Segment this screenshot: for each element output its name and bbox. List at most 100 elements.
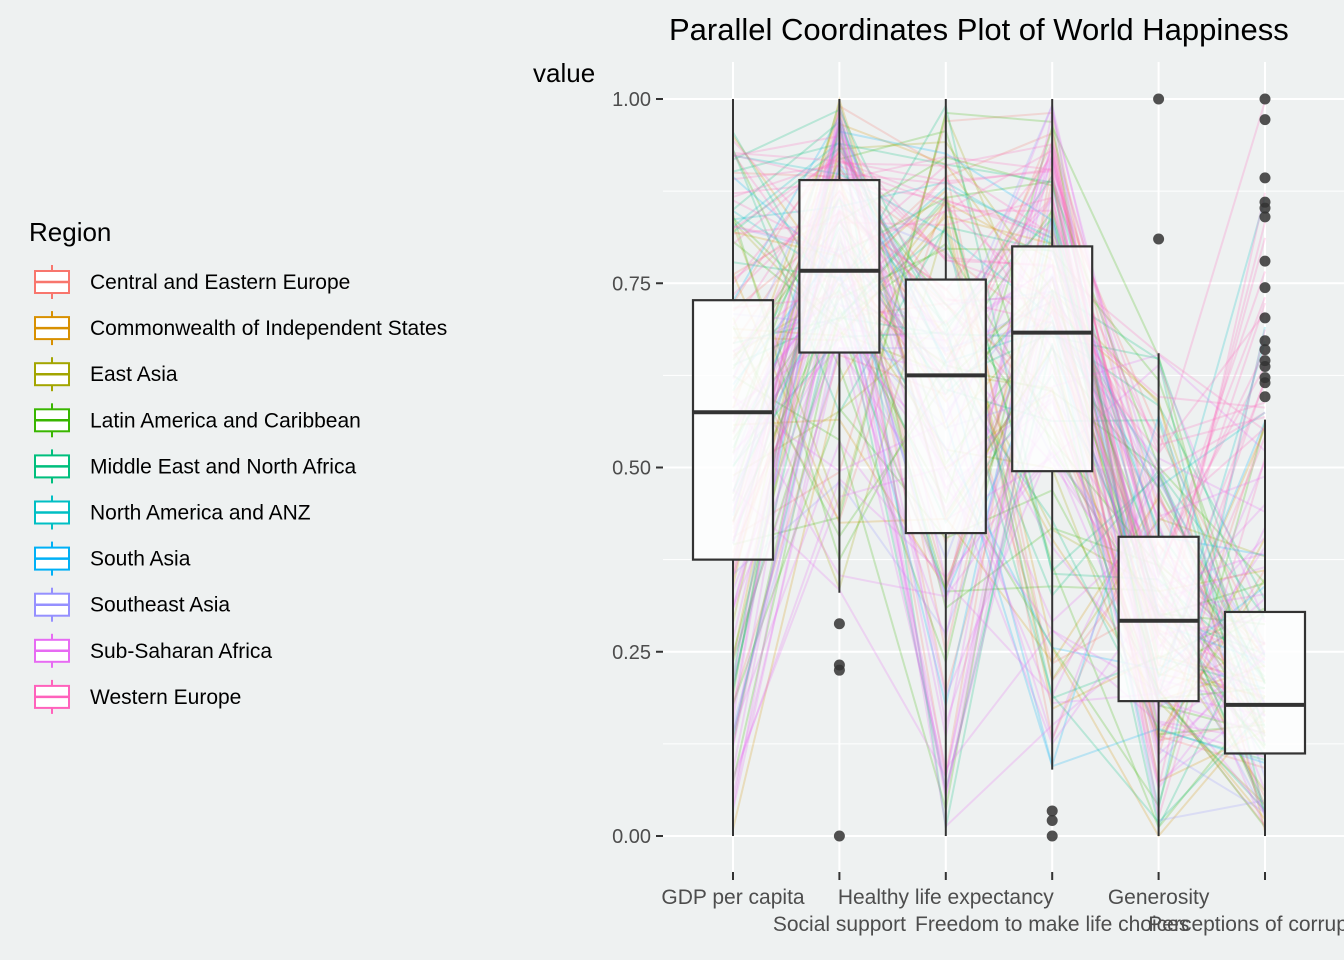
profile-line-37 xyxy=(732,124,1266,783)
profile-line-138 xyxy=(732,160,1266,447)
legend-label: East Asia xyxy=(90,363,178,386)
profile-line-68 xyxy=(732,331,1266,619)
profile-line-86 xyxy=(732,324,1266,778)
boxplots xyxy=(691,93,1307,842)
legend-label: Middle East and North Africa xyxy=(90,455,356,478)
profile-line-25 xyxy=(732,108,1266,664)
legend-item-6: South Asia xyxy=(34,541,191,576)
x-tick-label-2: Healthy life expectancy xyxy=(838,886,1054,909)
legend-item-3: Latin America and Caribbean xyxy=(34,403,361,438)
legend-item-1: Commonwealth of Independent States xyxy=(34,311,447,346)
outlier-point-13 xyxy=(1259,172,1271,184)
outlier-point-12 xyxy=(1259,196,1271,208)
box xyxy=(691,299,775,561)
outlier-point-10 xyxy=(1259,211,1271,223)
profile-line-27 xyxy=(732,273,1266,741)
profile-line-12 xyxy=(732,125,1266,747)
profile-line-46 xyxy=(732,197,1266,830)
legend-item-8: Sub-Saharan Africa xyxy=(34,633,272,668)
boxplot-3 xyxy=(1011,99,1094,842)
legend-label: North America and ANZ xyxy=(90,502,311,525)
x-tick-label-4: Generosity xyxy=(1108,886,1210,909)
legend-item-2: East Asia xyxy=(34,357,178,392)
legend: Region Central and Eastern Europe Commonw… xyxy=(29,217,447,714)
y-axis-label: value xyxy=(533,58,595,88)
box xyxy=(1223,610,1307,755)
outlier-point-8 xyxy=(1259,282,1271,294)
outlier-point-2 xyxy=(833,659,845,671)
legend-item-7: Southeast Asia xyxy=(34,587,230,622)
profile-line-33 xyxy=(732,218,1266,682)
outlier-point-1 xyxy=(1046,815,1058,827)
profile-line-143 xyxy=(732,149,1266,476)
axes: 0.00 0.25 0.50 0.75 1.00 GDP per capita Social… xyxy=(612,89,1344,936)
profile-line-146 xyxy=(732,155,1266,788)
outlier-point-6 xyxy=(1259,335,1271,347)
boxplot-5 xyxy=(1223,93,1307,836)
profile-line-41 xyxy=(732,208,1266,735)
profile-line-95 xyxy=(732,276,1266,778)
profile-line-142 xyxy=(732,135,1266,432)
profile-line-75 xyxy=(732,154,1266,809)
x-tick-label-0: GDP per capita xyxy=(661,886,805,909)
outlier-point-0 xyxy=(1153,233,1165,245)
y-tick-label-3: 0.75 xyxy=(612,273,651,295)
box xyxy=(1011,245,1094,473)
y-tick-label-0: 0.00 xyxy=(612,826,651,848)
boxplot-4 xyxy=(1117,93,1200,836)
outlier-point-0 xyxy=(1046,830,1058,842)
profile-line-135 xyxy=(732,164,1266,409)
chart-title: Parallel Coordinates Plot of World Happi… xyxy=(669,12,1289,47)
legend-label: Central and Eastern Europe xyxy=(90,271,350,294)
outlier-point-2 xyxy=(1046,805,1058,817)
legend-title: Region xyxy=(29,217,111,247)
profile-line-38 xyxy=(732,406,1266,828)
y-tick-label-1: 0.25 xyxy=(612,642,651,664)
outlier-point-5 xyxy=(1259,344,1271,356)
outlier-point-14 xyxy=(1259,114,1271,126)
outlier-point-3 xyxy=(833,618,845,630)
profile-line-118 xyxy=(732,345,1266,796)
outlier-point-0 xyxy=(833,830,845,842)
x-tick-label-1: Social support xyxy=(773,913,906,936)
legend-label: Latin America and Caribbean xyxy=(90,409,361,432)
legend-item-9: Western Europe xyxy=(34,679,241,714)
y-tick-label-2: 0.50 xyxy=(612,458,651,480)
x-tick-label-5: Perceptions of corruption xyxy=(1148,913,1344,936)
profile-line-84 xyxy=(732,101,1266,814)
profile-line-73 xyxy=(732,140,1266,489)
boxplot-0 xyxy=(691,99,775,836)
profile-line-6 xyxy=(732,190,1266,743)
profile-line-82 xyxy=(732,114,1266,768)
legend-label: Southeast Asia xyxy=(90,594,230,617)
outlier-point-4 xyxy=(1259,355,1271,367)
y-tick-label-4: 1.00 xyxy=(612,89,651,111)
outlier-point-2 xyxy=(1259,372,1271,384)
profile-line-144 xyxy=(732,101,1266,455)
box xyxy=(904,278,987,535)
profile-line-60 xyxy=(732,142,1266,812)
boxplot-1 xyxy=(798,99,881,842)
legend-label: Sub-Saharan Africa xyxy=(90,640,272,663)
profile-line-36 xyxy=(732,111,1266,736)
profile-line-71 xyxy=(732,146,1266,824)
outlier-point-15 xyxy=(1259,93,1271,105)
box xyxy=(798,178,881,354)
legend-item-5: North America and ANZ xyxy=(34,495,311,530)
profile-line-3 xyxy=(732,134,1266,654)
outlier-point-0 xyxy=(1259,391,1271,403)
profile-line-70 xyxy=(732,120,1266,761)
legend-item-0: Central and Eastern Europe xyxy=(34,265,350,299)
boxplot-2 xyxy=(904,99,987,836)
profile-line-126 xyxy=(732,449,1266,783)
outlier-point-1 xyxy=(1153,93,1165,105)
profile-line-145 xyxy=(732,151,1266,818)
legend-item-4: Middle East and North Africa xyxy=(34,449,356,484)
legend-label: South Asia xyxy=(90,548,191,571)
legend-label: Western Europe xyxy=(90,686,241,709)
outlier-point-9 xyxy=(1259,255,1271,267)
legend-label: Commonwealth of Independent States xyxy=(90,317,447,340)
outlier-point-7 xyxy=(1259,312,1271,324)
x-tick-label-3: Freedom to make life choices xyxy=(915,913,1189,936)
